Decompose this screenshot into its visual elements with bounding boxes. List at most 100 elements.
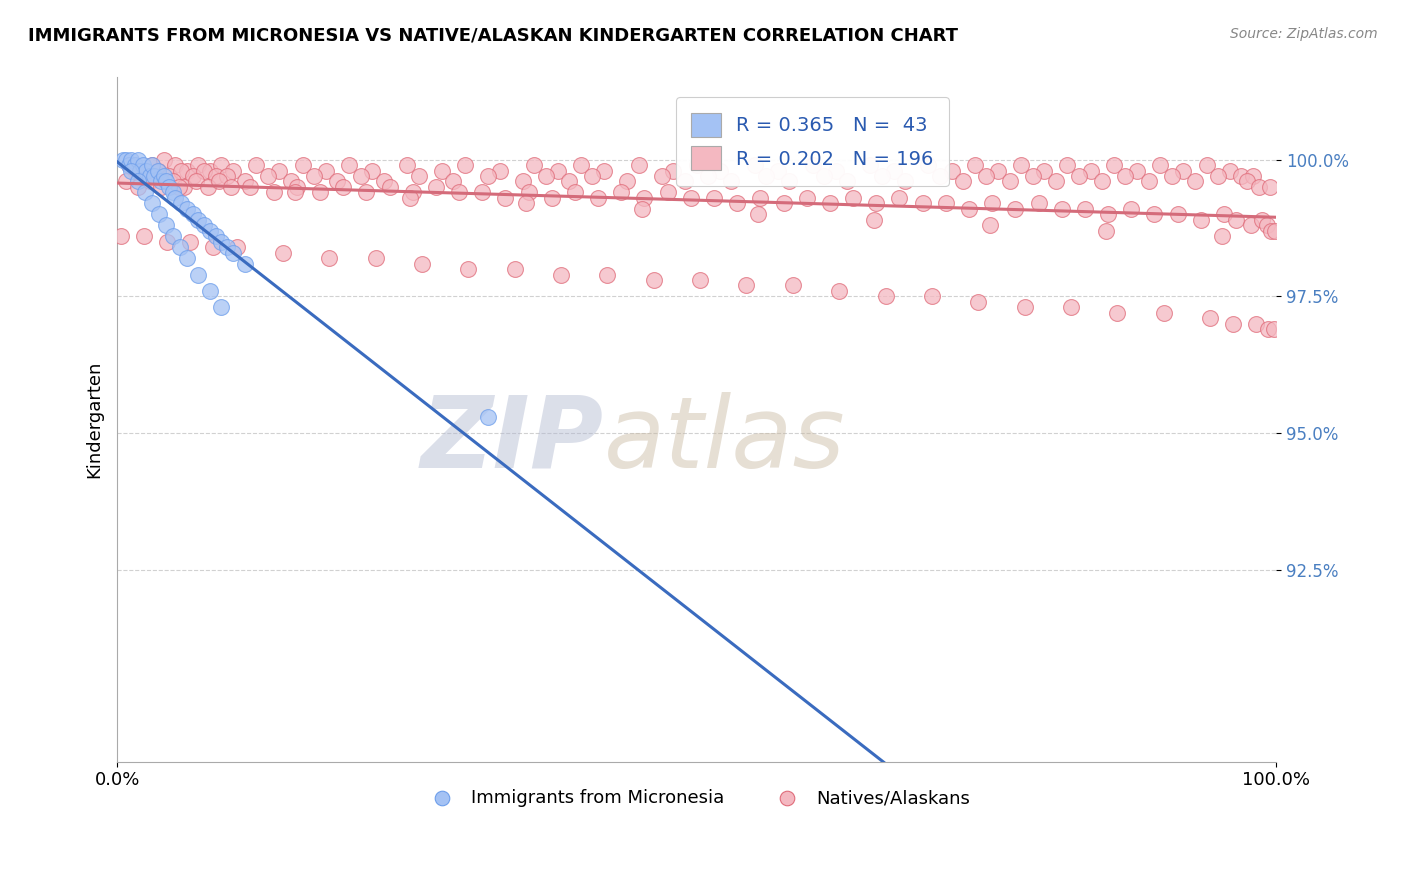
Point — [141, 158, 163, 172]
Point — [917, 158, 939, 172]
Point — [1206, 169, 1229, 183]
Point — [957, 202, 980, 216]
Point — [115, 153, 138, 167]
Point — [1241, 169, 1264, 183]
Point — [141, 158, 163, 172]
Point — [118, 158, 141, 172]
Point — [399, 191, 422, 205]
Point — [211, 301, 233, 315]
Point — [170, 196, 193, 211]
Point — [842, 191, 865, 205]
Point — [755, 169, 778, 183]
Point — [747, 207, 769, 221]
Point — [596, 268, 619, 282]
Point — [540, 191, 562, 205]
Point — [222, 163, 245, 178]
Point — [911, 196, 934, 211]
Point — [1102, 158, 1125, 172]
Point — [1045, 174, 1067, 188]
Point — [146, 163, 169, 178]
Point — [512, 174, 534, 188]
Point — [152, 169, 174, 183]
Point — [129, 163, 152, 178]
Point — [477, 409, 499, 424]
Point — [818, 196, 841, 211]
Point — [150, 180, 173, 194]
Point — [1091, 174, 1114, 188]
Point — [181, 169, 204, 183]
Point — [402, 186, 425, 200]
Point — [134, 186, 156, 200]
Point — [1149, 158, 1171, 172]
Point — [1264, 224, 1286, 238]
Point — [349, 169, 371, 183]
Point — [425, 180, 447, 194]
Point — [875, 289, 897, 303]
Point — [138, 174, 160, 188]
Point — [824, 163, 846, 178]
Point — [1219, 163, 1241, 178]
Point — [766, 163, 789, 178]
Point — [534, 169, 557, 183]
Point — [454, 158, 477, 172]
Point — [515, 196, 537, 211]
Point — [1074, 202, 1097, 216]
Point — [813, 169, 835, 183]
Point — [217, 169, 239, 183]
Point — [138, 169, 160, 183]
Point — [673, 174, 696, 188]
Point — [1028, 196, 1050, 211]
Point — [127, 174, 149, 188]
Point — [167, 180, 190, 194]
Point — [987, 163, 1010, 178]
Point — [141, 196, 163, 211]
Point — [408, 169, 430, 183]
Point — [689, 273, 711, 287]
Point — [179, 235, 201, 249]
Point — [291, 158, 314, 172]
Point — [173, 180, 195, 194]
Point — [1256, 219, 1278, 233]
Point — [337, 158, 360, 172]
Point — [631, 202, 654, 216]
Point — [176, 163, 198, 178]
Point — [1263, 322, 1285, 336]
Point — [110, 229, 132, 244]
Point — [208, 174, 231, 188]
Point — [156, 235, 179, 249]
Point — [239, 180, 262, 194]
Point — [1060, 301, 1083, 315]
Point — [679, 191, 702, 205]
Point — [952, 174, 974, 188]
Point — [863, 212, 886, 227]
Point — [233, 256, 256, 270]
Point — [457, 262, 479, 277]
Point — [1239, 219, 1261, 233]
Point — [1225, 212, 1247, 227]
Point — [162, 229, 184, 244]
Point — [558, 174, 581, 188]
Point — [703, 191, 725, 205]
Point — [1160, 169, 1182, 183]
Point — [976, 169, 998, 183]
Point — [318, 251, 340, 265]
Point — [283, 186, 305, 200]
Point — [430, 163, 453, 178]
Point — [633, 191, 655, 205]
Point — [131, 158, 153, 172]
Point — [1247, 180, 1270, 194]
Point — [162, 174, 184, 188]
Point — [1153, 306, 1175, 320]
Point — [211, 235, 233, 249]
Point — [981, 196, 1004, 211]
Point — [1222, 317, 1244, 331]
Point — [929, 169, 952, 183]
Point — [1258, 180, 1281, 194]
Point — [1010, 158, 1032, 172]
Point — [187, 268, 209, 282]
Point — [129, 163, 152, 178]
Point — [1195, 158, 1218, 172]
Point — [245, 158, 267, 172]
Point — [124, 158, 146, 172]
Point — [193, 219, 215, 233]
